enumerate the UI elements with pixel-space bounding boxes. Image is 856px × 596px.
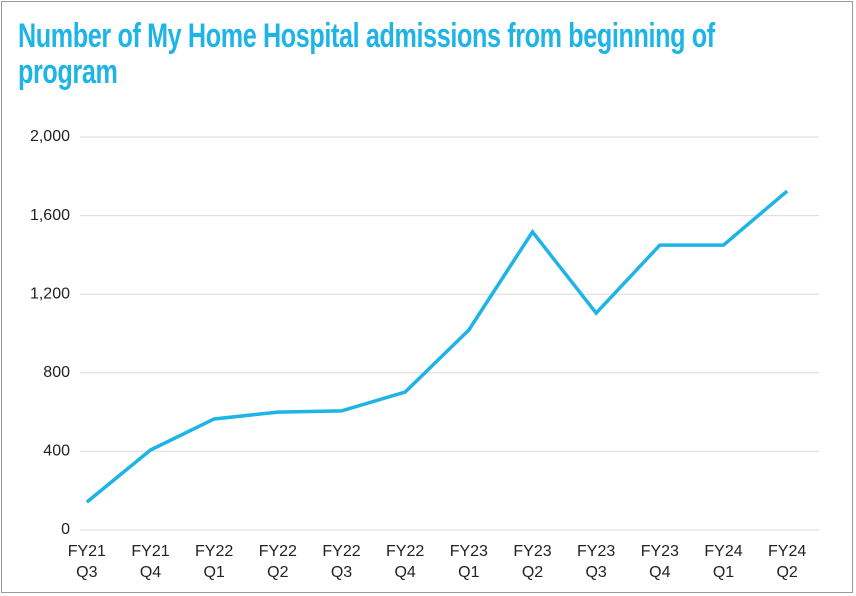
chart-title: Number of My Home Hospital admissions fr…: [18, 17, 715, 91]
x-tick-label: FY22 Q3: [322, 543, 360, 581]
y-tick-label: 400: [43, 443, 70, 460]
x-tick-label: FY21 Q4: [131, 543, 169, 581]
y-tick-label: 1,200: [30, 285, 70, 302]
y-tick-label: 1,600: [30, 207, 70, 224]
x-tick-label: FY23 Q3: [577, 543, 615, 581]
x-tick-label: FY24 Q1: [704, 543, 742, 581]
x-tick-label: FY22 Q4: [386, 543, 424, 581]
x-tick-label: FY22 Q1: [195, 543, 233, 581]
x-tick-label: FY21 Q3: [68, 543, 106, 581]
line-series: [85, 189, 789, 504]
x-tick-label: FY23 Q4: [641, 543, 679, 581]
y-tick-label: 0: [61, 521, 70, 538]
x-tick-label: FY23 Q2: [513, 543, 551, 581]
x-tick-label: FY22 Q2: [259, 543, 297, 581]
y-tick-label: 2,000: [30, 128, 70, 145]
x-tick-label: FY24 Q2: [768, 543, 806, 581]
x-tick-label: FY23 Q1: [450, 543, 488, 581]
y-tick-label: 800: [43, 364, 70, 381]
